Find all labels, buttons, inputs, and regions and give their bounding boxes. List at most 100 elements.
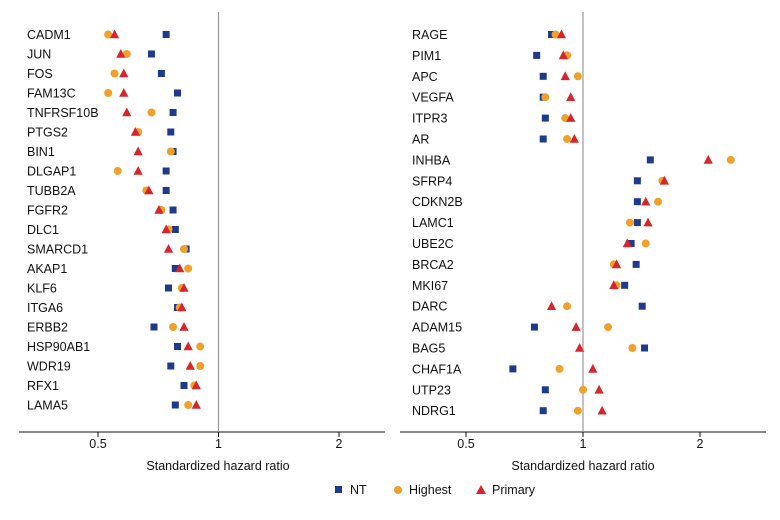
nt-point-mki67: [621, 281, 629, 289]
x-tick-label: 2: [697, 437, 704, 451]
gene-label-sfrp4: SFRP4: [412, 174, 452, 188]
x-tick-label: 0.5: [457, 437, 474, 451]
gene-label-vegfa: VEGFA: [412, 91, 454, 105]
gene-label-ndrg1: NDRG1: [412, 404, 456, 418]
gene-label-dlgap1: DLGAP1: [27, 165, 76, 179]
x-tick-label: 0.5: [89, 437, 106, 451]
primary-point-darc: [546, 301, 557, 310]
gene-label-rage: RAGE: [412, 28, 447, 42]
primary-point-sfrp4: [659, 175, 670, 185]
highest-point-inhba: [726, 155, 735, 164]
gene-label-fam13c: FAM13C: [27, 87, 76, 101]
nt-point-pim1: [533, 51, 541, 59]
gene-label-chaf1a: CHAF1A: [412, 362, 462, 376]
nt-point-wdr19: [167, 362, 175, 370]
primary-point-ptgs2: [130, 127, 140, 136]
highest-point-wdr19: [196, 362, 205, 370]
primary-point-inhba: [703, 154, 713, 164]
nt-point-utp23: [541, 386, 549, 394]
left-panel: 0.5 1 2 Standardized hazard ratio CADM1 JUN FO…: [19, 12, 385, 473]
primary-point-apc: [560, 71, 570, 81]
nt-point-ptgs2: [167, 128, 175, 136]
gene-label-darc: DARC: [412, 300, 447, 314]
gene-label-ar: AR: [412, 133, 429, 147]
x-tick-label: 1: [580, 437, 587, 451]
highest-point-bag5: [628, 344, 637, 352]
gene-label-apc: APC: [412, 70, 438, 84]
nt-point-erbb2: [150, 323, 158, 331]
x-axis-label: Standardized hazard ratio: [146, 459, 289, 473]
highest-point-fam13c: [104, 89, 113, 97]
primary-point-adam15: [571, 322, 581, 331]
gene-label-pim1: PIM1: [412, 49, 441, 63]
nt-point-dlc1: [171, 226, 179, 233]
primary-point-lamc1: [643, 217, 653, 227]
right-panel: 0.5 1 2 Standardized hazard ratio RAGE PIM1 AP…: [400, 12, 766, 473]
highest-point-chaf1a: [555, 364, 564, 373]
nt-point-itpr3: [541, 114, 549, 122]
primary-point-cdkn2b: [641, 196, 651, 206]
x-tick-label: 2: [336, 437, 343, 451]
gene-label-brca2: BRCA2: [412, 258, 454, 272]
primary-point-jun: [116, 49, 126, 58]
nt-point-jun: [147, 50, 155, 58]
gene-label-hsp90ab1: HSP90AB1: [27, 340, 90, 354]
gene-label-cadm1: CADM1: [27, 28, 71, 42]
nt-point-fam13c: [174, 89, 182, 97]
highest-point-apc: [573, 72, 582, 81]
x-tick-label: 1: [215, 437, 222, 451]
primary-point-brca2: [611, 259, 622, 269]
gene-label-ptgs2: PTGS2: [27, 126, 68, 140]
primary-point-bag5: [574, 343, 585, 352]
gene-label-jun: JUN: [27, 48, 51, 62]
highest-point-lama5: [184, 401, 193, 409]
nt-point-cdkn2b: [633, 198, 641, 206]
primary-point-akap1: [175, 263, 185, 273]
gene-label-smarcd1: SMARCD1: [27, 243, 88, 257]
highest-point-rage: [551, 30, 560, 39]
primary-point-klf6: [179, 283, 189, 292]
gene-label-rfx1: RFX1: [27, 379, 59, 393]
nt-point-dlgap1: [162, 167, 170, 175]
nt-point-hsp90ab1: [174, 343, 182, 350]
nt-point-ar: [539, 135, 547, 143]
highest-point-cdkn2b: [654, 197, 663, 206]
primary-point-rage: [556, 29, 567, 39]
nt-point-apc: [539, 72, 547, 80]
highest-point-ndrg1: [573, 406, 582, 415]
legend-highest-marker: [394, 486, 402, 494]
gene-label-wdr19: WDR19: [27, 360, 71, 374]
nt-point-akap1: [171, 265, 179, 272]
primary-point-smarcd1: [163, 244, 174, 253]
nt-point-tnfrsf10b: [169, 109, 177, 116]
primary-point-itga6: [177, 302, 187, 312]
highest-point-dlgap1: [113, 167, 122, 175]
gene-label-lamc1: LAMC1: [412, 216, 454, 230]
highest-point-akap1: [184, 264, 193, 273]
nt-point-darc: [638, 302, 646, 310]
gene-label-adam15: ADAM15: [412, 321, 462, 335]
highest-point-ube2c: [641, 239, 650, 248]
primary-point-ar: [569, 134, 579, 143]
gene-label-tubb2a: TUBB2A: [27, 184, 76, 198]
primary-point-fgfr2: [154, 205, 164, 214]
x-axis-label: Standardized hazard ratio: [511, 459, 654, 473]
gene-label-inhba: INHBA: [412, 153, 451, 167]
highest-point-jun: [122, 50, 131, 58]
gene-label-akap1: AKAP1: [27, 262, 67, 276]
primary-point-ube2c: [622, 238, 632, 248]
gene-label-mki67: MKI67: [412, 279, 448, 293]
nt-point-fgfr2: [169, 206, 177, 214]
nt-point-lamc1: [633, 219, 641, 227]
legend: NT Highest Primary: [335, 483, 536, 497]
highest-point-vegfa: [541, 93, 550, 102]
primary-point-ndrg1: [597, 405, 607, 415]
gene-label-itpr3: ITPR3: [412, 112, 447, 126]
primary-point-tnfrsf10b: [122, 107, 132, 117]
highest-point-erbb2: [169, 323, 178, 331]
primary-point-itpr3: [566, 113, 576, 122]
gene-label-dlc1: DLC1: [27, 223, 59, 237]
primary-point-hsp90ab1: [183, 341, 193, 351]
nt-point-chaf1a: [509, 365, 517, 373]
primary-point-pim1: [558, 50, 568, 60]
